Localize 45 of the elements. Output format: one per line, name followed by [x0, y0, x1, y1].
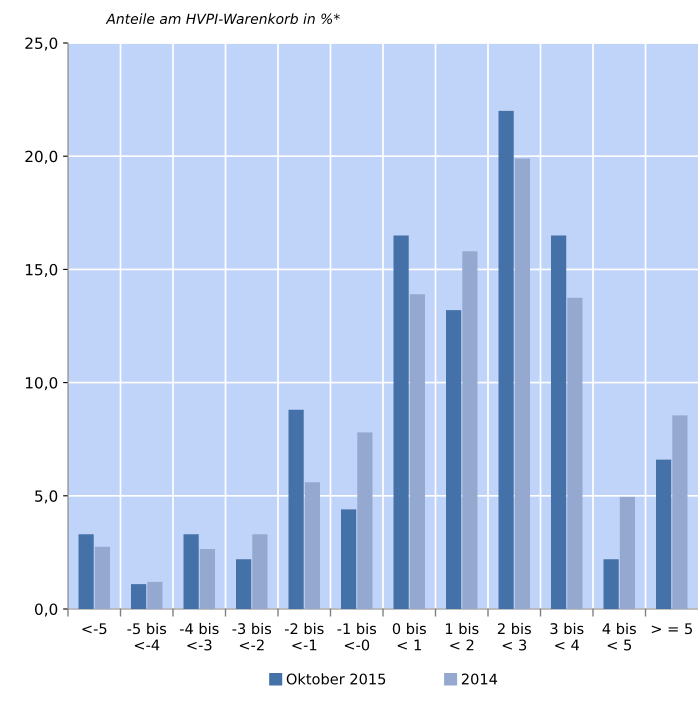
y-tick-label: 25,0 — [25, 37, 58, 51]
bar — [656, 460, 672, 609]
y-tick-label: 15,0 — [26, 264, 58, 277]
legend-label: 2014 — [462, 674, 498, 685]
legend-label: Oktober 2015 — [286, 673, 386, 685]
y-tick-label: 10,0 — [26, 377, 58, 390]
x-tick-label: -3 bis <-2 — [232, 622, 272, 650]
bar — [357, 432, 372, 609]
x-tick-label: -2 bis <-1 — [284, 622, 324, 650]
bar — [78, 534, 94, 609]
bar — [147, 582, 162, 609]
bar — [498, 110, 514, 609]
bar — [341, 509, 356, 609]
bar — [394, 235, 409, 609]
y-tick-label: 20,0 — [25, 150, 58, 164]
x-tick-label: -5 bis <-4 — [127, 622, 166, 650]
bar — [672, 415, 688, 609]
y-tick-label: 5,0 — [35, 490, 58, 504]
bar — [446, 310, 462, 609]
bar — [514, 158, 530, 609]
bar — [462, 251, 478, 609]
bar — [131, 584, 146, 609]
x-tick-label: > = 5 — [652, 623, 692, 634]
bar — [304, 482, 320, 609]
bar — [252, 534, 268, 609]
chart-title: Anteile am HVPI-Warenkorb in %* — [106, 13, 340, 24]
bar — [410, 294, 425, 609]
bar — [551, 235, 566, 609]
x-tick-label: 2 bis < 3 — [498, 622, 531, 651]
bar — [200, 549, 215, 609]
bar — [620, 496, 635, 609]
bar — [567, 298, 582, 609]
x-tick-label: -1 bis <-0 — [337, 622, 376, 651]
x-tick-label: -4 bis <-3 — [180, 622, 219, 651]
bar — [288, 410, 304, 609]
bar — [236, 559, 252, 609]
bar — [184, 534, 199, 609]
y-tick-label: 0,0 — [34, 603, 58, 617]
bar — [94, 546, 110, 609]
x-tick-label: <-5 — [82, 623, 106, 634]
x-tick-label: 0 bis < 1 — [392, 622, 426, 650]
x-tick-label: 4 bis < 5 — [602, 622, 636, 651]
x-tick-label: 1 bis < 2 — [446, 622, 478, 650]
bar — [604, 559, 619, 609]
x-tick-label: 3 bis < 4 — [550, 622, 584, 650]
